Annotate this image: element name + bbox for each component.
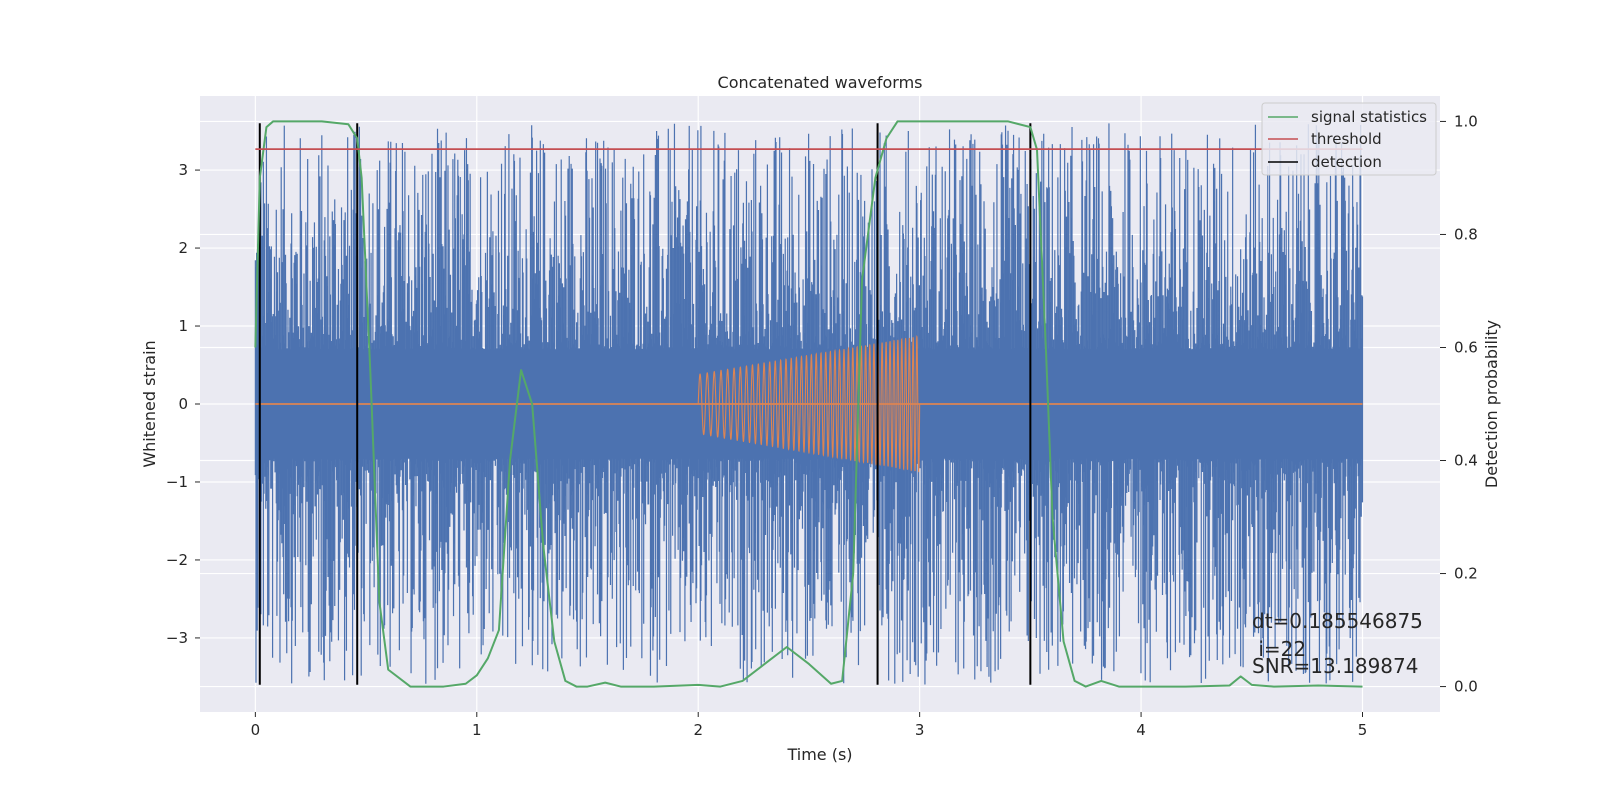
y2-tick-label: 0.2 xyxy=(1454,565,1478,583)
legend-label-signal-statistics: signal statistics xyxy=(1311,108,1427,126)
y-tick-label: 1 xyxy=(178,317,188,335)
chart-title: Concatenated waveforms xyxy=(718,73,923,92)
y2-tick-label: 0.4 xyxy=(1454,452,1478,470)
y-tick-label: −3 xyxy=(166,629,188,647)
y-tick-label: −1 xyxy=(166,473,188,491)
annotation-i: i=22 xyxy=(1252,637,1306,661)
legend: signal statistics threshold detection xyxy=(1261,102,1437,176)
y2-tick-label: 0.6 xyxy=(1454,338,1478,356)
y2-axis-ticks: 0.0 0.2 0.4 0.6 0.8 1.0 xyxy=(1440,112,1478,696)
y-tick-label: 3 xyxy=(178,161,188,179)
x-tick-label: 5 xyxy=(1358,721,1368,739)
x-axis-ticks: 0 1 2 3 4 5 xyxy=(251,712,1368,739)
annotation-snr: SNR=13.189874 xyxy=(1252,654,1418,678)
y-axis-label: Whitened strain xyxy=(140,340,159,467)
annotation-dt: dt=0.185546875 xyxy=(1252,609,1423,633)
y2-tick-label: 0.0 xyxy=(1454,678,1478,696)
x-tick-label: 4 xyxy=(1136,721,1146,739)
y2-tick-label: 0.8 xyxy=(1454,225,1478,243)
legend-label-detection: detection xyxy=(1311,153,1382,171)
x-tick-label: 0 xyxy=(251,721,261,739)
signal-statistics-line xyxy=(254,120,1363,688)
x-axis-label: Time (s) xyxy=(786,745,852,764)
injected-chirp-series xyxy=(255,335,1363,473)
y-axis-ticks: −3 −2 −1 0 1 2 3 xyxy=(166,161,200,647)
y2-axis-label: Detection probability xyxy=(1482,320,1501,488)
y2-tick-label: 1.0 xyxy=(1454,112,1478,130)
y-tick-label: 2 xyxy=(178,239,188,257)
chirp-trace xyxy=(697,335,921,473)
legend-label-threshold: threshold xyxy=(1311,130,1382,148)
signal-statistics-series xyxy=(254,120,1363,688)
legend-box xyxy=(1261,102,1437,176)
y-tick-label: 0 xyxy=(178,395,188,413)
annotation-box: dt=0.185546875 i=22 SNR=13.189874 xyxy=(1252,609,1423,678)
x-tick-label: 1 xyxy=(472,721,482,739)
detection-lines xyxy=(258,123,1032,685)
y-tick-label: −2 xyxy=(166,551,188,569)
x-tick-label: 2 xyxy=(693,721,703,739)
x-tick-label: 3 xyxy=(915,721,925,739)
